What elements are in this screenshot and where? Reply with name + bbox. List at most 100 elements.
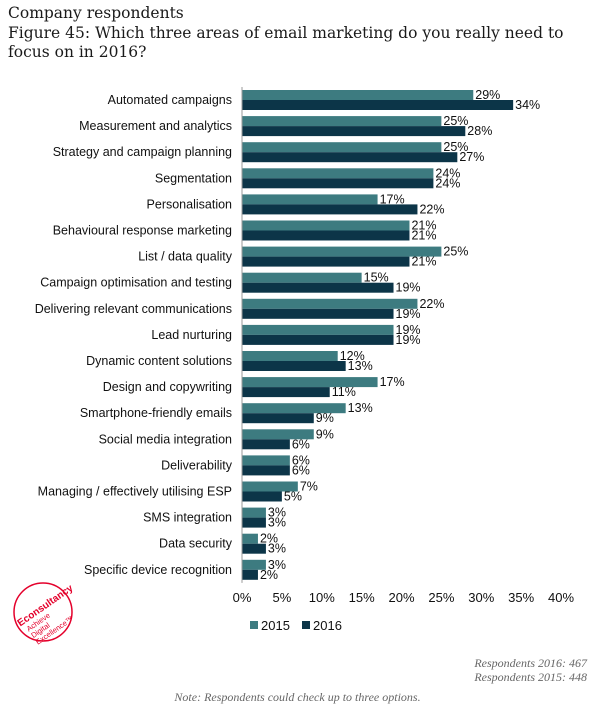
value-label-2015: 17%	[380, 192, 405, 206]
value-label-2016: 6%	[292, 463, 310, 477]
bar-2016	[242, 387, 330, 398]
respondents-2016: Respondents 2016: 467	[474, 656, 587, 670]
category-label: Behavioural response marketing	[53, 224, 232, 238]
bar-2015	[242, 403, 346, 414]
value-label-2015: 9%	[316, 427, 334, 441]
value-label-2016: 22%	[419, 202, 444, 216]
bar-2016	[242, 178, 434, 189]
value-label-2016: 3%	[268, 542, 286, 556]
bar-2016	[242, 204, 418, 215]
category-label: Specific device recognition	[84, 563, 232, 577]
value-label-2015: 25%	[443, 245, 468, 259]
value-label-2016: 34%	[515, 98, 540, 112]
value-label-2016: 28%	[467, 124, 492, 138]
value-label-2015: 25%	[443, 114, 468, 128]
category-label: Social media integration	[99, 432, 232, 446]
bar-2015	[242, 220, 410, 231]
value-label-2015: 21%	[411, 219, 436, 233]
value-label-2015: 25%	[443, 140, 468, 154]
category-label: Deliverability	[161, 458, 233, 472]
category-label: Strategy and campaign planning	[53, 145, 232, 159]
category-label: SMS integration	[143, 511, 232, 525]
bar-2016	[242, 126, 466, 137]
category-label: Lead nurturing	[151, 328, 232, 342]
legend-swatch-2015	[250, 621, 258, 629]
bar-2015	[242, 507, 266, 518]
bar-2016	[242, 282, 394, 293]
bar-2015	[242, 142, 442, 153]
category-label: Measurement and analytics	[79, 119, 232, 133]
value-label-2016: 3%	[268, 516, 286, 530]
bar-2016	[242, 413, 314, 424]
value-label-2015: 24%	[435, 166, 460, 180]
bar-2015	[242, 533, 258, 544]
category-label: Personalisation	[147, 197, 233, 211]
bar-2016	[242, 230, 410, 241]
bar-2015	[242, 272, 362, 283]
value-label-2015: 29%	[475, 88, 500, 102]
x-tick-label: 10%	[309, 590, 335, 605]
bar-chart: Automated campaigns 29% 34% Measurement and…	[35, 87, 574, 633]
value-label-2016: 21%	[411, 229, 436, 243]
chart-heading: Company respondents	[8, 4, 184, 22]
logo-ring	[13, 582, 73, 642]
value-label-2016: 2%	[260, 568, 278, 582]
bar-2015	[242, 429, 314, 440]
x-tick-label: 25%	[428, 590, 454, 605]
value-label-2015: 19%	[396, 323, 421, 337]
value-label-2016: 27%	[459, 150, 484, 164]
x-tick-label: 35%	[508, 590, 534, 605]
bar-2015	[242, 455, 290, 466]
bar-2015	[242, 90, 474, 100]
value-label-2016: 9%	[316, 411, 334, 425]
value-label-2016: 11%	[332, 385, 356, 399]
category-label: Dynamic content solutions	[86, 354, 232, 368]
category-label: Smartphone-friendly emails	[80, 406, 232, 420]
bar-2015	[242, 246, 442, 257]
value-label-2016: 5%	[284, 490, 302, 504]
value-label-2015: 17%	[380, 375, 405, 389]
bar-2016	[242, 465, 290, 476]
value-label-2016: 6%	[292, 437, 310, 451]
x-tick-label: 40%	[548, 590, 574, 605]
legend-swatch-2016	[302, 621, 310, 629]
value-label-2015: 6%	[292, 453, 310, 467]
bar-2016	[242, 569, 258, 580]
x-tick-label: 5%	[272, 590, 291, 605]
bar-2016	[242, 334, 394, 345]
category-label: Managing / effectively utilising ESP	[38, 485, 232, 499]
bar-2016	[242, 361, 346, 371]
bar-2015	[242, 324, 394, 335]
bar-2016	[242, 517, 266, 528]
category-label: List / data quality	[138, 250, 233, 264]
bar-2016	[242, 491, 282, 502]
footnote: Note: Respondents could check up to thre…	[174, 690, 421, 704]
category-label: Delivering relevant communications	[35, 302, 232, 316]
x-tick-label: 20%	[388, 590, 414, 605]
value-label-2016: 24%	[435, 176, 460, 190]
value-label-2015: 3%	[268, 506, 286, 520]
category-label: Data security	[159, 537, 233, 551]
bar-2015	[242, 559, 266, 570]
bar-2016	[242, 439, 290, 450]
bar-2016	[242, 308, 394, 319]
respondents-2015: Respondents 2015: 448	[474, 670, 587, 684]
bar-2015	[242, 168, 434, 179]
figure-title: Figure 45: Which three areas of email ma…	[8, 24, 564, 61]
legend-label-2015: 2015	[261, 618, 290, 633]
bar-2015	[242, 481, 298, 492]
category-label: Campaign optimisation and testing	[40, 276, 232, 290]
bar-2015	[242, 194, 378, 205]
category-label: Segmentation	[155, 171, 232, 185]
value-label-2015: 22%	[419, 297, 444, 311]
value-label-2015: 3%	[268, 558, 286, 572]
bar-2016	[242, 100, 514, 110]
value-label-2016: 21%	[411, 255, 436, 269]
bar-2016	[242, 256, 410, 267]
value-label-2015: 13%	[348, 401, 373, 415]
bar-2016	[242, 543, 266, 554]
value-label-2016: 13%	[348, 359, 373, 373]
value-label-2015: 12%	[340, 349, 365, 363]
bar-2016	[242, 152, 458, 163]
bar-2015	[242, 377, 378, 388]
